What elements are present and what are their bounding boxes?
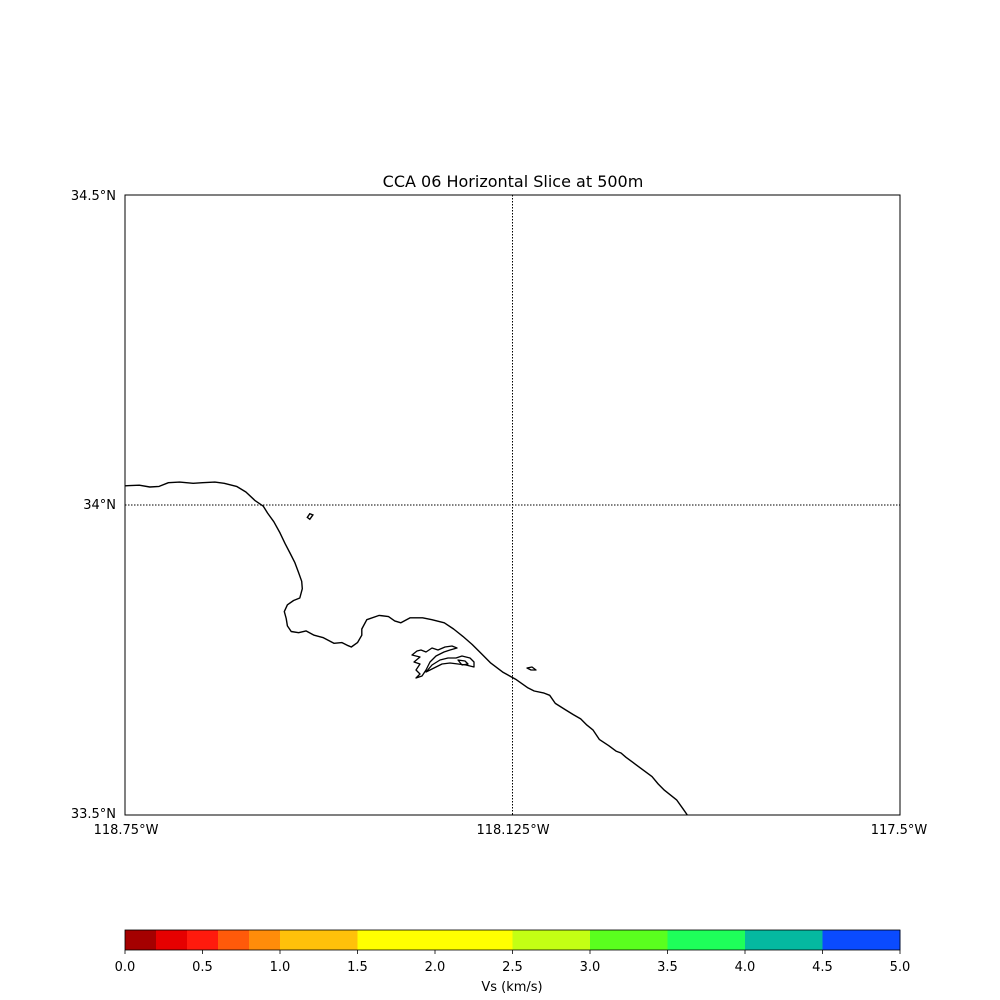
map-area — [124, 194, 901, 816]
lon-label-right: 117.5°W — [871, 823, 928, 838]
colorbar-bin-8 — [590, 930, 668, 950]
colorbar-tick-label-1: 0.5 — [192, 960, 213, 975]
map-title: CCA 06 Horizontal Slice at 500m — [383, 172, 644, 191]
coastal-islet — [306, 512, 314, 521]
lat-label-top: 34.5°N — [71, 189, 116, 204]
lat-label-bottom: 33.5°N — [71, 807, 116, 822]
colorbar-bin-11 — [822, 930, 901, 950]
harbor-breakwater — [411, 645, 537, 679]
colorbar-tick-label-5: 2.5 — [502, 960, 523, 975]
colorbar-label: Vs (km/s) — [481, 980, 542, 995]
colorbar: 0.0 0.5 1.0 1.5 2.0 2.5 3.0 3.5 4.0 4.5 5.0 Vs (km… — [115, 929, 911, 995]
colorbar-bin-0 — [125, 930, 157, 950]
colorbar-tick-label-8: 4.0 — [735, 960, 756, 975]
colorbar-tick-label-3: 1.5 — [347, 960, 368, 975]
latitude-labels: 34.5°N 34°N 33.5°N — [71, 189, 116, 822]
colorbar-bin-5 — [280, 930, 358, 950]
colorbar-tick-label-2: 1.0 — [270, 960, 291, 975]
colorbar-bin-7 — [512, 930, 591, 950]
colorbar-bin-4 — [249, 930, 281, 950]
colorbar-tick-label-9: 4.5 — [812, 960, 833, 975]
colorbar-bins — [125, 930, 901, 950]
lon-label-center: 118.125°W — [476, 823, 549, 838]
colorbar-bin-1 — [156, 930, 188, 950]
colorbar-bin-6 — [357, 930, 513, 950]
colorbar-tick-label-0: 0.0 — [115, 960, 136, 975]
colorbar-tick-label-6: 3.0 — [580, 960, 601, 975]
lat-label-middle: 34°N — [83, 498, 116, 513]
colorbar-ticks: 0.0 0.5 1.0 1.5 2.0 2.5 3.0 3.5 4.0 4.5 5.0 — [115, 950, 911, 975]
coastline — [124, 481, 688, 816]
colorbar-bin-2 — [187, 930, 219, 950]
map-frame — [124, 194, 901, 816]
colorbar-tick-label-7: 3.5 — [657, 960, 678, 975]
colorbar-bin-3 — [218, 930, 250, 950]
colorbar-tick-label-4: 2.0 — [425, 960, 446, 975]
colorbar-bin-9 — [667, 930, 746, 950]
longitude-labels: 118.75°W 118.125°W 117.5°W — [94, 823, 928, 838]
colorbar-tick-label-10: 5.0 — [890, 960, 911, 975]
colorbar-bin-10 — [745, 930, 823, 950]
lon-label-left: 118.75°W — [94, 823, 159, 838]
